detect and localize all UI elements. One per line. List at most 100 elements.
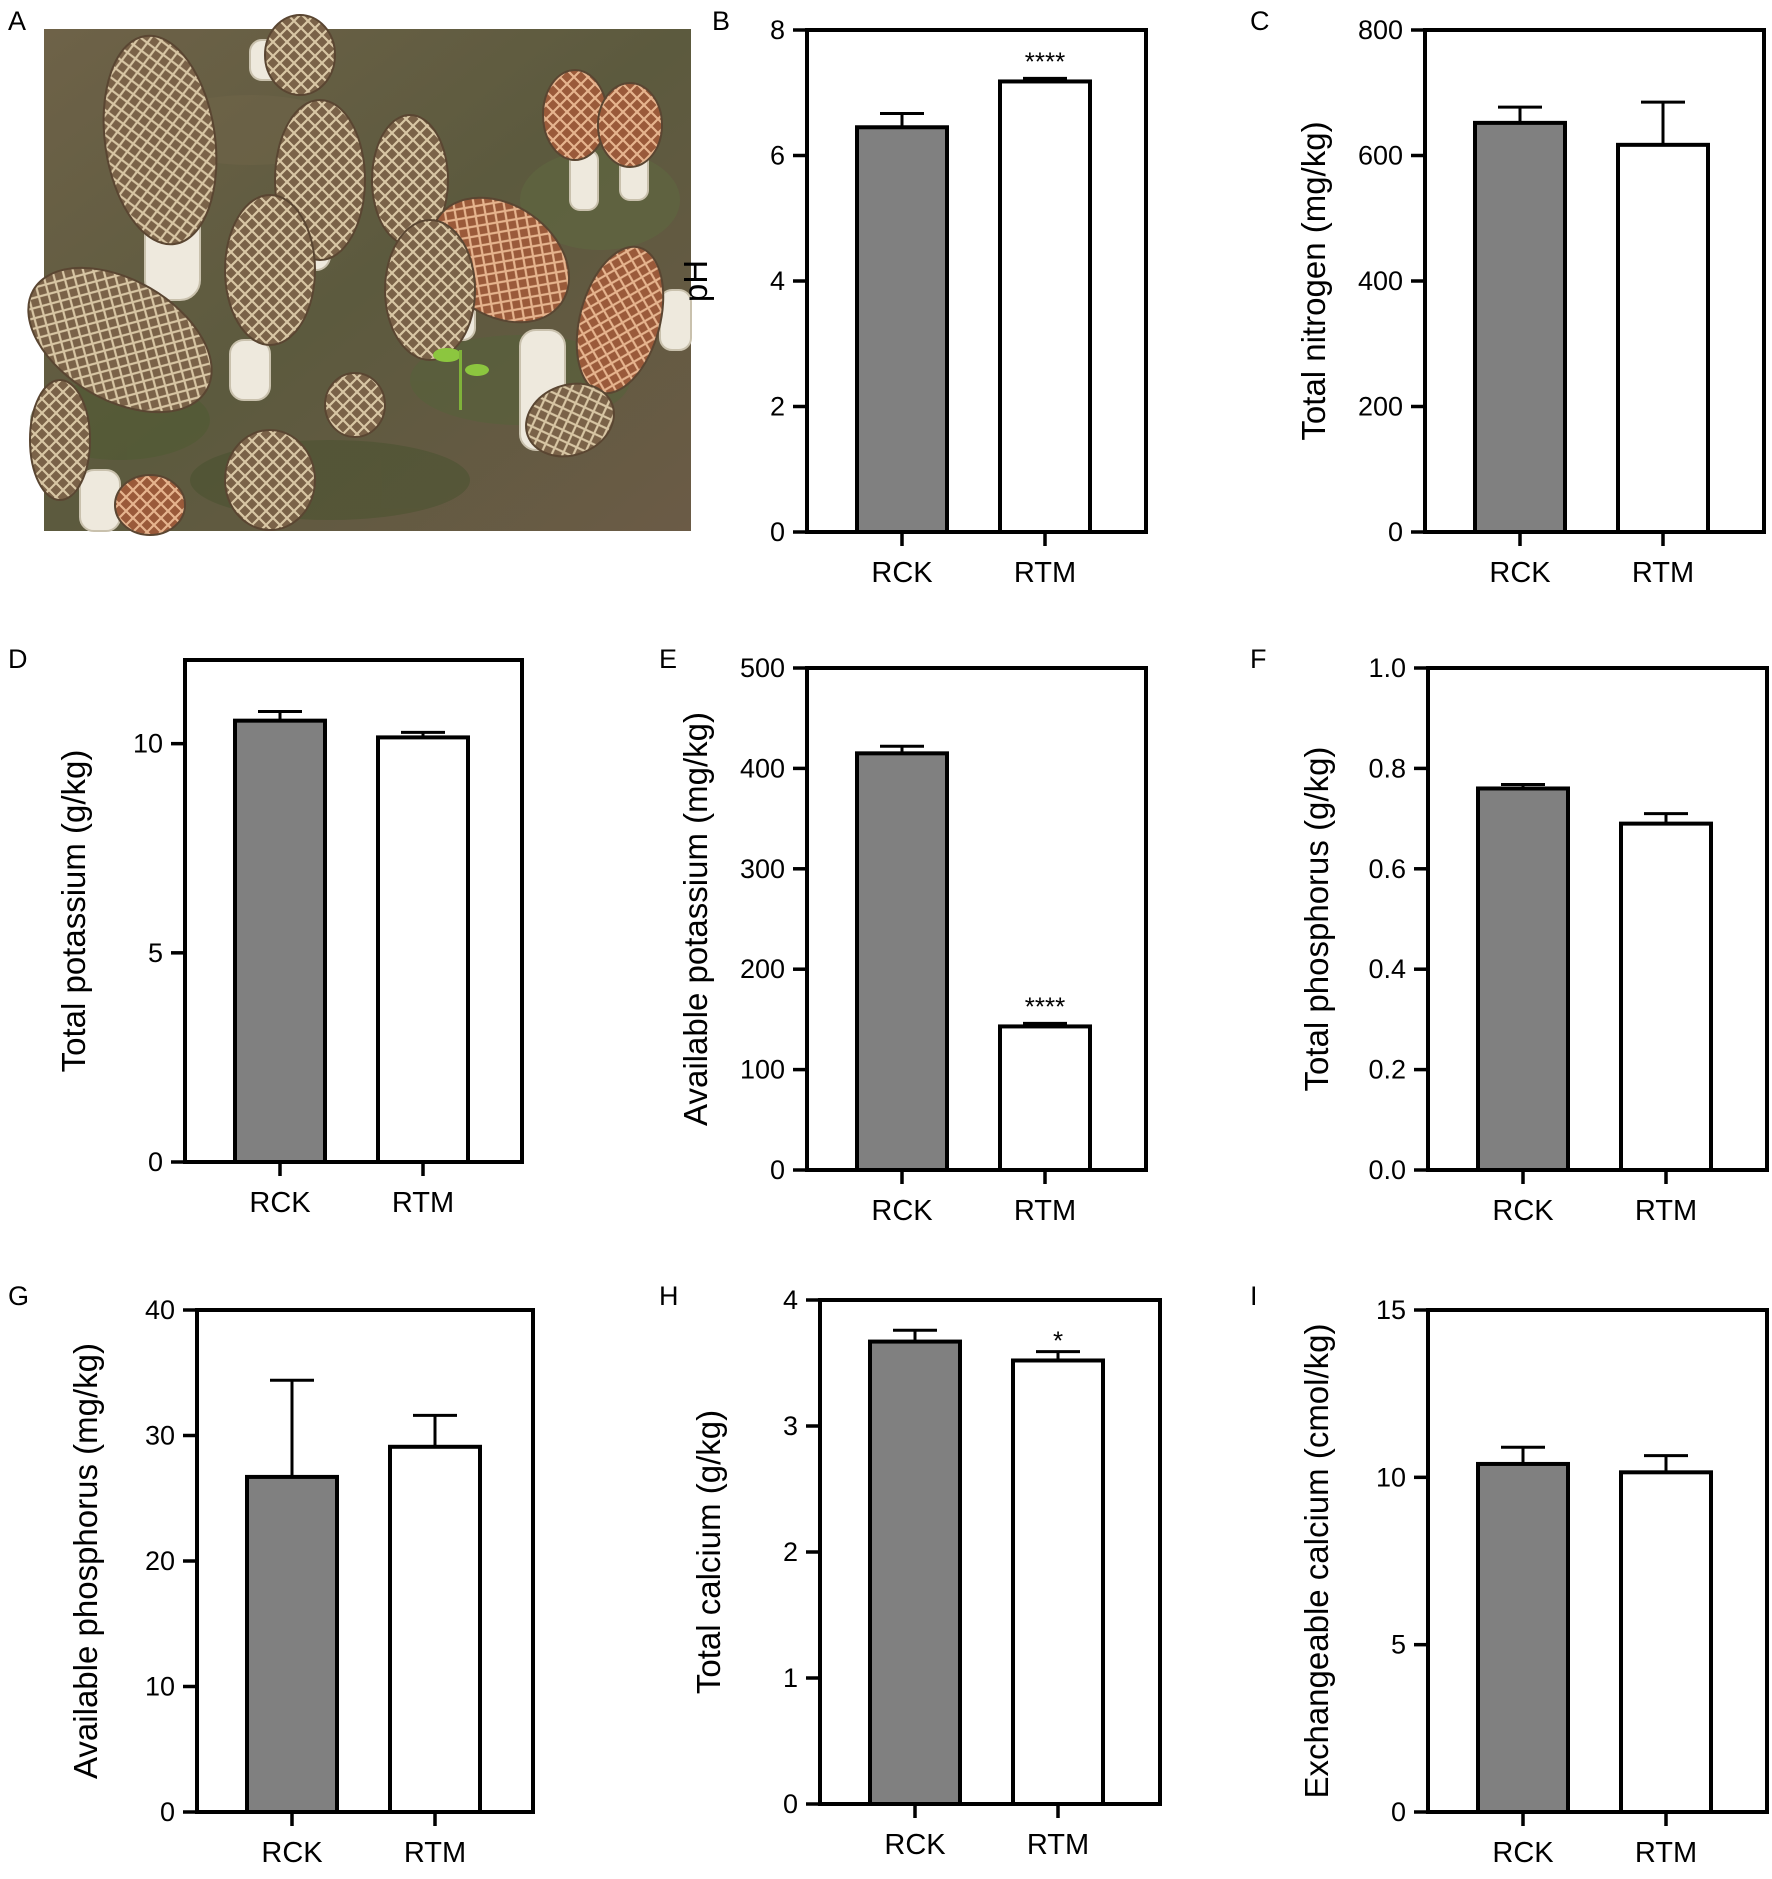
panel-letter-i: I — [1250, 1281, 1258, 1311]
y-tick-label-b: 6 — [770, 141, 785, 171]
x-category-label-rck-c: RCK — [1489, 557, 1551, 589]
y-tick-label-f: 0.6 — [1368, 854, 1406, 884]
y-tick-label-c: 800 — [1358, 15, 1403, 45]
chart-f: F 0.0 0.2 0.4 0.6 0.8 1.0 Total phosphorus (g/k… — [1250, 644, 1769, 1227]
y-axis-title-b: pH — [677, 260, 714, 302]
x-category-label-rck-i: RCK — [1492, 1837, 1554, 1869]
y-tick-label-e: 100 — [740, 1055, 785, 1085]
bar-rck-b — [855, 125, 949, 534]
panel-letter-c: C — [1250, 6, 1270, 36]
x-category-label-rck-e: RCK — [871, 1195, 933, 1227]
panel-letter-e: E — [659, 644, 677, 674]
y-tick-label-e: 400 — [740, 753, 785, 783]
x-category-label-rck-g: RCK — [261, 1837, 323, 1869]
x-category-label-rtm-d: RTM — [392, 1187, 454, 1219]
bar-rck-e — [855, 751, 949, 1173]
significance-label-e: **** — [1025, 991, 1065, 1021]
y-axis-title-c: Total nitrogen (mg/kg) — [1295, 121, 1332, 440]
panel-letter-d: D — [8, 644, 28, 674]
y-tick-label-d: 0 — [148, 1147, 163, 1177]
plot-frame-e — [805, 666, 1148, 1172]
bar-rtm-c — [1616, 142, 1710, 535]
bar-rck-f — [1476, 786, 1570, 1172]
y-axis-title-i: Exchangeable calcium (cmol/kg) — [1298, 1323, 1335, 1798]
bar-rtm-b — [998, 79, 1092, 535]
bar-rtm-g — [388, 1444, 482, 1815]
y-tick-label-b: 2 — [770, 392, 785, 422]
bar-rck-h — [868, 1339, 962, 1806]
y-tick-label-c: 400 — [1358, 266, 1403, 296]
bar-rck-c — [1473, 120, 1567, 535]
panel-letter-f: F — [1250, 644, 1267, 674]
panel-letter-b: B — [712, 6, 730, 36]
bar-rck-g — [245, 1474, 339, 1815]
y-tick-label-g: 0 — [160, 1797, 175, 1827]
y-tick-label-c: 200 — [1358, 392, 1403, 422]
y-axis-title-g: Available phosphorus (mg/kg) — [67, 1343, 104, 1779]
y-tick-label-g: 10 — [145, 1672, 175, 1702]
y-tick-label-b: 8 — [770, 15, 785, 45]
chart-b: B 0 2 4 6 8 pH RCK RTM **** — [677, 6, 1148, 589]
y-tick-label-c: 0 — [1388, 517, 1403, 547]
y-axis-title-e: Available potassium (mg/kg) — [677, 712, 714, 1126]
x-category-label-rtm-c: RTM — [1632, 557, 1694, 589]
y-tick-label-h: 3 — [783, 1411, 798, 1441]
morel-mushroom-photo — [27, 14, 692, 536]
x-category-label-rtm-i: RTM — [1635, 1837, 1697, 1869]
y-tick-label-h: 1 — [783, 1663, 798, 1693]
y-tick-label-e: 200 — [740, 954, 785, 984]
panel-letter-h: H — [659, 1281, 679, 1311]
chart-i: I 0 5 10 15 Exchangeable calcium (cmol/kg) RCK… — [1250, 1281, 1769, 1869]
y-tick-label-f: 1.0 — [1368, 653, 1406, 683]
y-tick-label-i: 15 — [1376, 1295, 1406, 1325]
y-tick-label-e: 0 — [770, 1155, 785, 1185]
y-tick-label-b: 0 — [770, 517, 785, 547]
panel-letter-g: G — [8, 1281, 29, 1311]
y-tick-label-h: 2 — [783, 1537, 798, 1567]
y-tick-label-f: 0.8 — [1368, 753, 1406, 783]
x-category-label-rtm-g: RTM — [404, 1837, 466, 1869]
significance-label-b: **** — [1025, 46, 1065, 76]
y-tick-label-g: 30 — [145, 1421, 175, 1451]
y-axis-title-h: Total calcium (g/kg) — [690, 1410, 727, 1694]
y-axis-title-d: Total potassium (g/kg) — [55, 750, 92, 1073]
chart-e: E 0 100 200 300 400 500 Available potassium (mg… — [659, 644, 1148, 1227]
bar-rtm-d — [376, 735, 470, 1164]
y-tick-label-g: 40 — [145, 1295, 175, 1325]
bar-rtm-i — [1619, 1470, 1713, 1815]
bar-rck-d — [233, 718, 327, 1164]
y-tick-label-b: 4 — [770, 266, 785, 296]
x-category-label-rtm-f: RTM — [1635, 1195, 1697, 1227]
chart-c: C 0 200 400 600 800 Total nitrogen (mg/kg) RCK R… — [1250, 6, 1766, 589]
x-category-label-rck-h: RCK — [884, 1829, 946, 1861]
y-tick-label-h: 0 — [783, 1789, 798, 1819]
bar-rtm-h — [1011, 1358, 1105, 1806]
y-tick-label-c: 600 — [1358, 141, 1403, 171]
panel-letter-a: A — [8, 6, 26, 36]
x-category-label-rck-f: RCK — [1492, 1195, 1554, 1227]
chart-h: H 0 1 2 3 4 Total calcium (g/kg) RCK RTM * — [659, 1281, 1162, 1861]
bar-rck-i — [1476, 1461, 1570, 1814]
y-tick-label-g: 20 — [145, 1546, 175, 1576]
y-tick-label-f: 0.0 — [1368, 1155, 1406, 1185]
x-category-label-rck-b: RCK — [871, 557, 933, 589]
y-tick-label-f: 0.2 — [1368, 1055, 1406, 1085]
y-tick-label-i: 10 — [1376, 1462, 1406, 1492]
y-tick-label-d: 5 — [148, 938, 163, 968]
x-category-label-rtm-e: RTM — [1014, 1195, 1076, 1227]
plot-frame-d — [183, 658, 524, 1164]
chart-g: G 0 10 20 30 40 Available phosphorus (mg/kg) RC… — [8, 1281, 535, 1869]
y-tick-label-e: 300 — [740, 854, 785, 884]
y-tick-label-e: 500 — [740, 653, 785, 683]
x-category-label-rck-d: RCK — [249, 1187, 311, 1219]
plot-frame-i — [1426, 1308, 1769, 1814]
significance-label-h: * — [1053, 1326, 1063, 1356]
x-category-label-rtm-b: RTM — [1014, 557, 1076, 589]
x-category-label-rtm-h: RTM — [1027, 1829, 1089, 1861]
y-tick-label-d: 10 — [133, 729, 163, 759]
y-tick-label-i: 5 — [1391, 1630, 1406, 1660]
chart-d: D 0 5 10 Total potassium (g/kg) RCK RTM — [8, 644, 524, 1219]
y-tick-label-f: 0.4 — [1368, 954, 1406, 984]
